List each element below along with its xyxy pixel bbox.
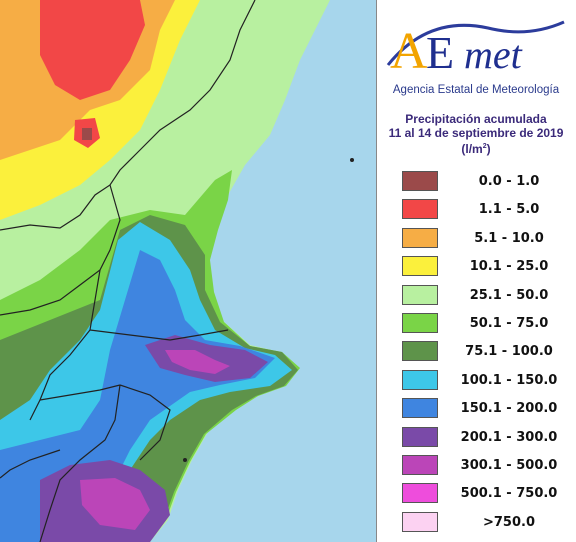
legend-row: >750.0 — [402, 511, 572, 534]
legend-swatch — [402, 199, 438, 220]
logo-a: A — [390, 23, 428, 78]
legend-label: 1.1 - 5.0 — [478, 202, 540, 218]
title-line-2: 11 al 14 de septiembre de 2019 — [388, 126, 564, 140]
island-dot — [350, 158, 354, 162]
logo-met: met — [464, 32, 523, 77]
legend-swatch — [402, 256, 438, 277]
legend-swatch — [402, 398, 438, 419]
title-unit: (l/m2) — [378, 140, 574, 156]
zone-300-500-south — [80, 478, 150, 530]
legend-label: 300.1 - 500.0 — [460, 458, 558, 473]
legend-label: 10.1 - 25.0 — [469, 259, 549, 275]
legend-label: 25.1 - 50.0 — [469, 287, 549, 303]
zone-0-1 — [82, 128, 92, 140]
legend-row: 500.1 - 750.0 — [402, 483, 572, 505]
unit-suffix: ) — [486, 142, 491, 156]
legend-row: 0.0 - 1.0 — [402, 171, 572, 193]
legend-row: 75.1 - 100.0 — [402, 341, 572, 363]
aemet-logo: A E met — [386, 20, 565, 78]
province-borders — [0, 0, 256, 542]
legend-swatch — [402, 227, 438, 248]
legend-label: 0.0 - 1.0 — [478, 174, 540, 189]
legend-swatch — [402, 171, 438, 191]
zone-1-5 — [40, 0, 145, 100]
legend-row: 150.1 - 200.0 — [402, 398, 572, 420]
legend-swatch — [402, 369, 438, 390]
legend-swatch — [402, 426, 438, 447]
unit-prefix: (l/m — [461, 142, 483, 156]
legend-swatch — [402, 455, 438, 475]
legend-label: 150.1 - 200.0 — [460, 401, 558, 417]
legend-swatch — [402, 483, 438, 504]
legend-swatch — [402, 284, 438, 305]
legend-row: 300.1 - 500.0 — [402, 455, 572, 477]
agency-name: Agencia Estatal de Meteorología — [392, 84, 560, 96]
legend-label: 100.1 - 150.0 — [460, 372, 558, 388]
logo-swoosh — [386, 20, 565, 66]
map-title: Precipitación acumulada 11 al 14 de sept… — [378, 112, 574, 156]
legend-row: 1.1 - 5.0 — [402, 199, 572, 221]
legend-row: 200.1 - 300.0 — [402, 426, 572, 449]
title-line-1: Precipitación acumulada — [405, 112, 547, 126]
legend-label: 5.1 - 10.0 — [474, 230, 544, 246]
map-svg — [0, 0, 376, 542]
legend-label: 50.1 - 75.0 — [469, 316, 549, 331]
legend-label: 75.1 - 100.0 — [465, 344, 553, 360]
zone-300-500 — [165, 350, 230, 374]
legend-row: 5.1 - 10.0 — [402, 227, 572, 250]
legend-swatch — [402, 341, 438, 362]
legend-row: 10.1 - 25.0 — [402, 256, 572, 278]
legend-swatch — [402, 511, 438, 532]
legend-swatch — [402, 313, 438, 333]
legend-label: >750.0 — [482, 514, 535, 530]
unit-exponent: 2 — [482, 143, 487, 150]
legend-label: 200.1 - 300.0 — [460, 429, 558, 445]
legend-label: 500.1 - 750.0 — [460, 486, 558, 502]
legend-row: 25.1 - 50.0 — [402, 284, 572, 307]
precipitation-map — [0, 0, 377, 542]
logo-e: E — [426, 27, 454, 78]
side-panel: A E met Agencia Estatal de Meteorología … — [378, 0, 576, 542]
island-dot-2 — [183, 458, 187, 462]
legend-row: 50.1 - 75.0 — [402, 313, 572, 335]
legend-row: 100.1 - 150.0 — [402, 369, 572, 392]
